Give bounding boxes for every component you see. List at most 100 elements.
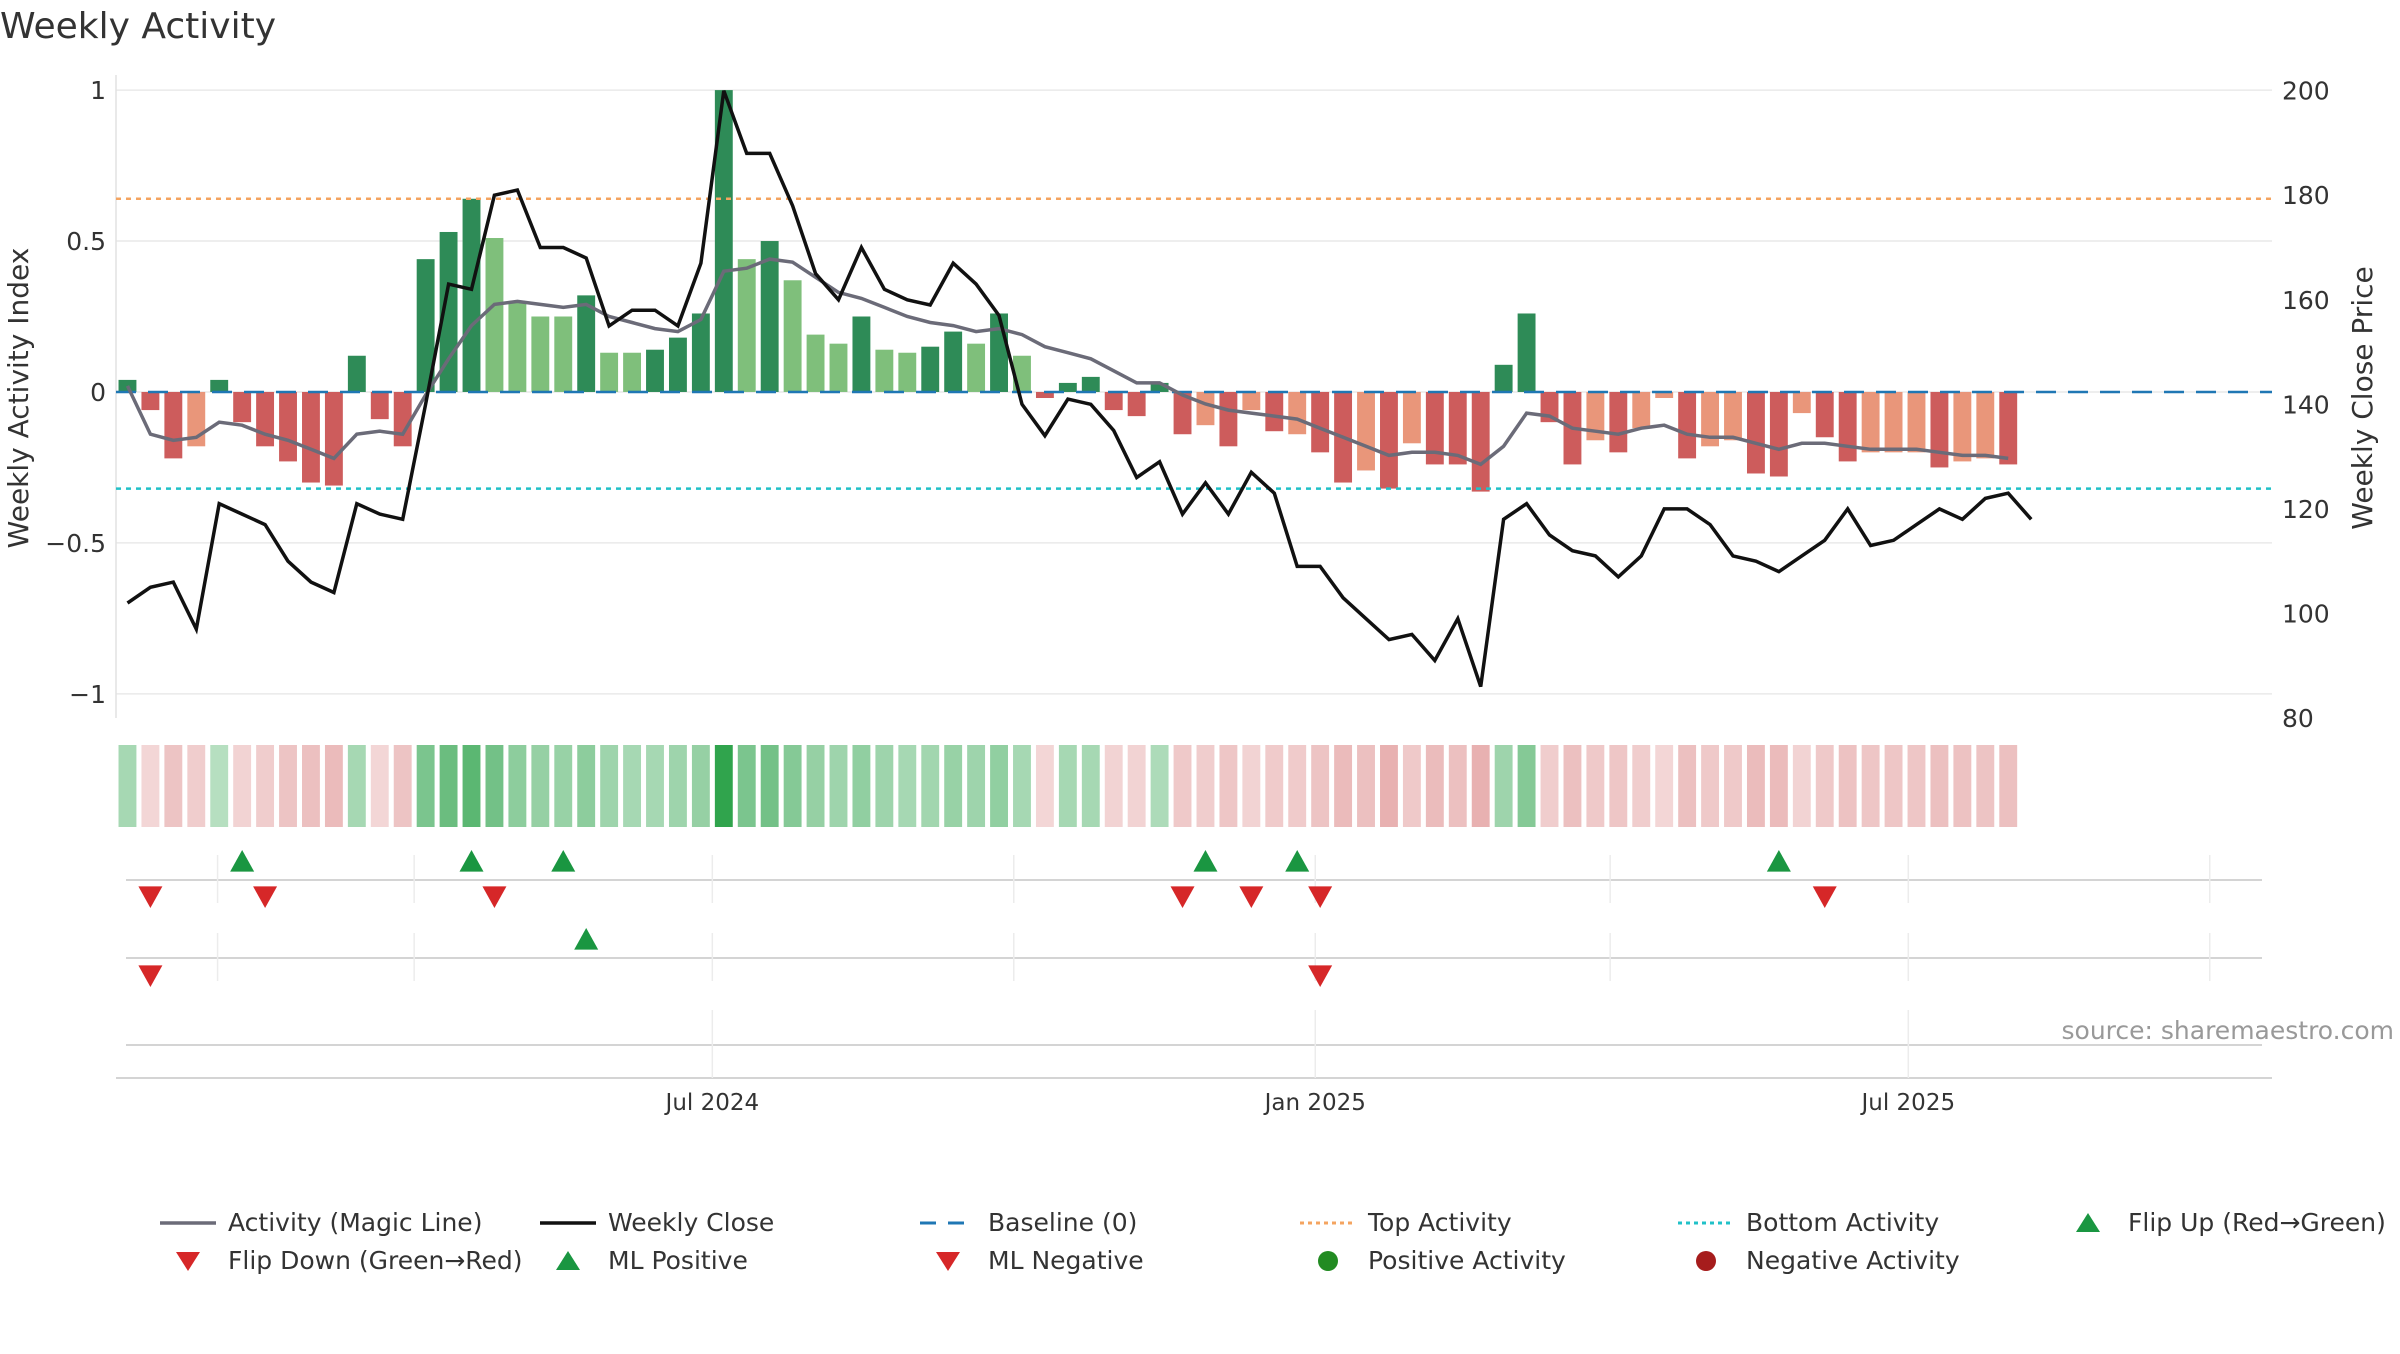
y-tick-label: 0 bbox=[90, 378, 106, 407]
legend-label: Weekly Close bbox=[608, 1208, 775, 1237]
activity-bar bbox=[1311, 391, 1330, 453]
intensity-cell bbox=[187, 745, 206, 827]
intensity-cell bbox=[233, 745, 252, 827]
activity-bar bbox=[1517, 313, 1536, 392]
y-axis-title: Weekly Activity Index bbox=[2, 248, 35, 549]
intensity-cell bbox=[1792, 745, 1811, 827]
activity-bar bbox=[1380, 391, 1398, 489]
activity-bar bbox=[623, 352, 642, 392]
intensity-cell bbox=[508, 745, 527, 827]
intensity-cell bbox=[1884, 745, 1903, 827]
activity-bar bbox=[1815, 391, 1834, 438]
intensity-cell bbox=[1357, 745, 1375, 827]
flip-down-marker bbox=[253, 886, 278, 908]
intensity-cell bbox=[164, 745, 183, 827]
intensity-cell bbox=[279, 745, 297, 827]
legend-item: Baseline (0) bbox=[920, 1208, 1137, 1237]
intensity-cell bbox=[1586, 745, 1605, 827]
activity-bar bbox=[1150, 382, 1169, 392]
activity-bar bbox=[485, 238, 504, 392]
activity-bar bbox=[462, 198, 481, 392]
tri-down-red-swatch bbox=[176, 1251, 200, 1271]
legend-label: Bottom Activity bbox=[1746, 1208, 1940, 1237]
activity-bar bbox=[1058, 382, 1077, 392]
intensity-cell bbox=[668, 745, 687, 827]
intensity-cell bbox=[829, 745, 848, 827]
activity-bar bbox=[370, 391, 389, 420]
activity-bar bbox=[691, 313, 710, 392]
activity-bar bbox=[1471, 391, 1490, 492]
intensity-cell bbox=[1861, 745, 1880, 827]
activity-bar bbox=[210, 379, 229, 392]
intensity-cell bbox=[1380, 745, 1398, 827]
activity-bar bbox=[1746, 391, 1765, 474]
intensity-cell bbox=[1448, 745, 1467, 827]
flip-down-marker bbox=[138, 886, 163, 908]
activity-bar bbox=[1838, 391, 1857, 462]
intensity-cell bbox=[347, 745, 366, 827]
intensity-cell bbox=[1838, 745, 1857, 827]
activity-bar bbox=[1127, 391, 1146, 417]
x-tick-label: Jul 2025 bbox=[1859, 1090, 1955, 1116]
ml-positive-marker bbox=[574, 928, 599, 950]
intensity-cell bbox=[1976, 745, 1995, 827]
activity-bar bbox=[1609, 391, 1628, 453]
intensity-cell bbox=[760, 745, 779, 827]
legend-label: ML Positive bbox=[608, 1246, 748, 1275]
intensity-cell bbox=[737, 745, 756, 827]
intensity-cell bbox=[370, 745, 389, 827]
activity-bar bbox=[1173, 391, 1192, 435]
intensity-cell bbox=[875, 745, 894, 827]
intensity-cell bbox=[1746, 745, 1765, 827]
activity-bar bbox=[347, 355, 366, 392]
legend-label: Baseline (0) bbox=[988, 1208, 1138, 1237]
ml-negative-marker bbox=[138, 965, 163, 987]
intensity-cell bbox=[210, 745, 229, 827]
activity-bar bbox=[967, 343, 986, 392]
activity-bar bbox=[302, 391, 320, 483]
y-tick-label: −0.5 bbox=[45, 529, 106, 558]
intensity-cell bbox=[646, 745, 664, 827]
intensity-cell bbox=[1265, 745, 1284, 827]
activity-bar bbox=[1884, 391, 1903, 453]
activity-bar bbox=[1402, 391, 1421, 444]
activity-bar bbox=[1655, 391, 1674, 399]
activity-bar bbox=[990, 313, 1008, 392]
x-tick-label: Jan 2025 bbox=[1263, 1090, 1366, 1116]
activity-bar bbox=[714, 90, 733, 392]
intensity-cell bbox=[806, 745, 825, 827]
x-tick-label: Jul 2024 bbox=[664, 1090, 760, 1116]
magic-line-series bbox=[125, 257, 2009, 467]
flip-up-marker bbox=[230, 850, 255, 872]
y2-tick-label: 140 bbox=[2282, 390, 2330, 419]
activity-bar bbox=[393, 391, 412, 447]
flip-down-marker bbox=[482, 886, 507, 908]
activity-bar bbox=[141, 391, 160, 411]
tri-down-red-swatch bbox=[936, 1251, 960, 1271]
activity-bar bbox=[324, 391, 343, 486]
legend-item: Weekly Close bbox=[540, 1208, 774, 1237]
source-credit: source: sharemaestro.com bbox=[2062, 1016, 2395, 1045]
intensity-cell bbox=[714, 745, 733, 827]
activity-bar bbox=[1196, 391, 1215, 426]
ml-negative-marker bbox=[1308, 965, 1333, 987]
line-solid-black-swatch bbox=[540, 1220, 596, 1225]
legend-label: Flip Down (Green→Red) bbox=[228, 1246, 523, 1275]
legend-item: ML Positive bbox=[540, 1246, 748, 1275]
intensity-cell bbox=[944, 745, 963, 827]
chart-legend: Activity (Magic Line) Weekly Close Baselin… bbox=[160, 1208, 2386, 1278]
activity-bar bbox=[1265, 391, 1284, 432]
flip-up-marker bbox=[1766, 850, 1791, 872]
activity-bar bbox=[1976, 391, 1995, 459]
flip-up-marker bbox=[1193, 850, 1218, 872]
activity-bar bbox=[577, 295, 596, 392]
activity-bar bbox=[1104, 391, 1123, 411]
intensity-cell bbox=[1196, 745, 1215, 827]
activity-bar bbox=[1035, 391, 1054, 399]
activity-bar bbox=[760, 241, 779, 392]
flip-down-marker bbox=[1308, 886, 1333, 908]
activity-bar bbox=[1953, 391, 1972, 462]
intensity-cell bbox=[462, 745, 481, 827]
